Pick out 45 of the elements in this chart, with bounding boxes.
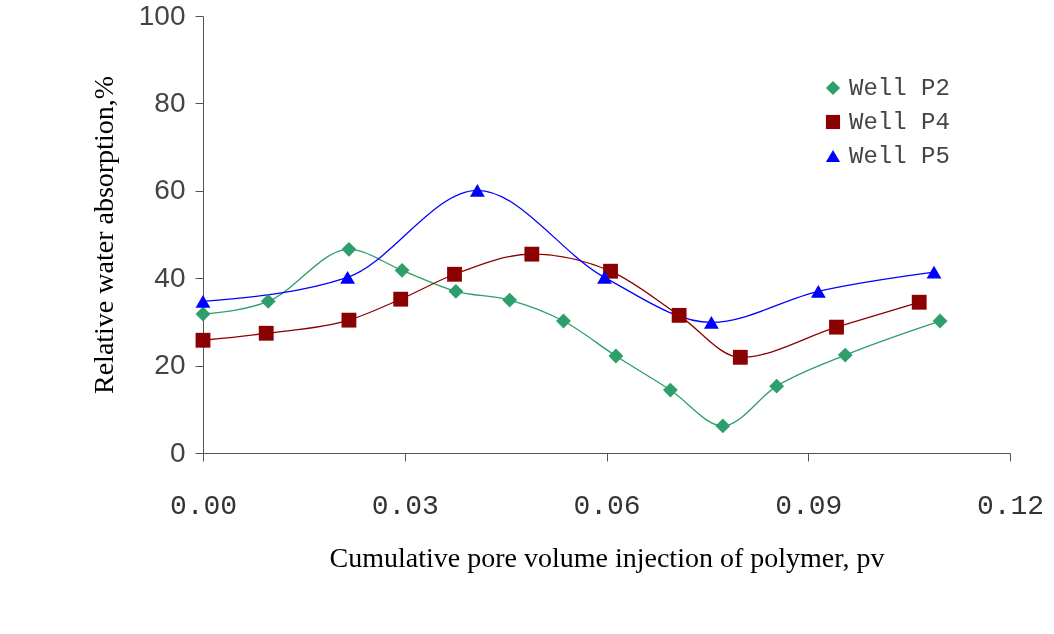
point — [597, 270, 612, 284]
point — [911, 294, 927, 310]
point — [341, 241, 357, 257]
point — [195, 306, 211, 322]
point — [703, 315, 719, 329]
point — [732, 349, 748, 365]
y-tick-label: 80 — [154, 86, 186, 118]
point — [195, 332, 211, 348]
point — [608, 348, 624, 364]
x-tick-label: 0.12 — [976, 490, 1045, 522]
point — [810, 284, 826, 298]
y-tick-label: 0 — [169, 436, 186, 468]
y-tick-label: 60 — [154, 174, 186, 206]
x-axis-title: Cumulative pore volume injection of polymer, pv — [329, 541, 885, 573]
point — [662, 382, 678, 398]
point — [394, 262, 410, 278]
point — [829, 319, 844, 335]
point — [837, 347, 853, 363]
point — [258, 325, 274, 341]
point — [671, 307, 687, 323]
point — [469, 183, 485, 197]
point — [502, 292, 518, 308]
y-axis-title: Relative water absorption,% — [87, 75, 119, 395]
legend-label: Well P4 — [849, 109, 950, 136]
point — [448, 283, 464, 299]
point — [715, 418, 731, 434]
point — [932, 313, 948, 329]
point — [340, 270, 355, 284]
point — [447, 266, 462, 282]
point — [524, 246, 540, 262]
point — [926, 265, 942, 279]
y-tick-label: 20 — [154, 349, 186, 381]
x-tick-label: 0.06 — [573, 490, 641, 522]
point — [393, 291, 409, 307]
x-tick-label: 0.09 — [775, 490, 843, 522]
legend-label: Well P5 — [849, 143, 950, 170]
x-tick-label: 0.00 — [169, 490, 238, 522]
y-tick-label: 40 — [154, 261, 186, 293]
legend-label: Well P2 — [849, 75, 950, 102]
y-tick-label: 100 — [138, 0, 186, 31]
point — [195, 294, 211, 308]
x-tick-label: 0.03 — [371, 490, 439, 522]
point — [260, 293, 276, 309]
point — [341, 312, 357, 328]
point — [769, 378, 785, 394]
